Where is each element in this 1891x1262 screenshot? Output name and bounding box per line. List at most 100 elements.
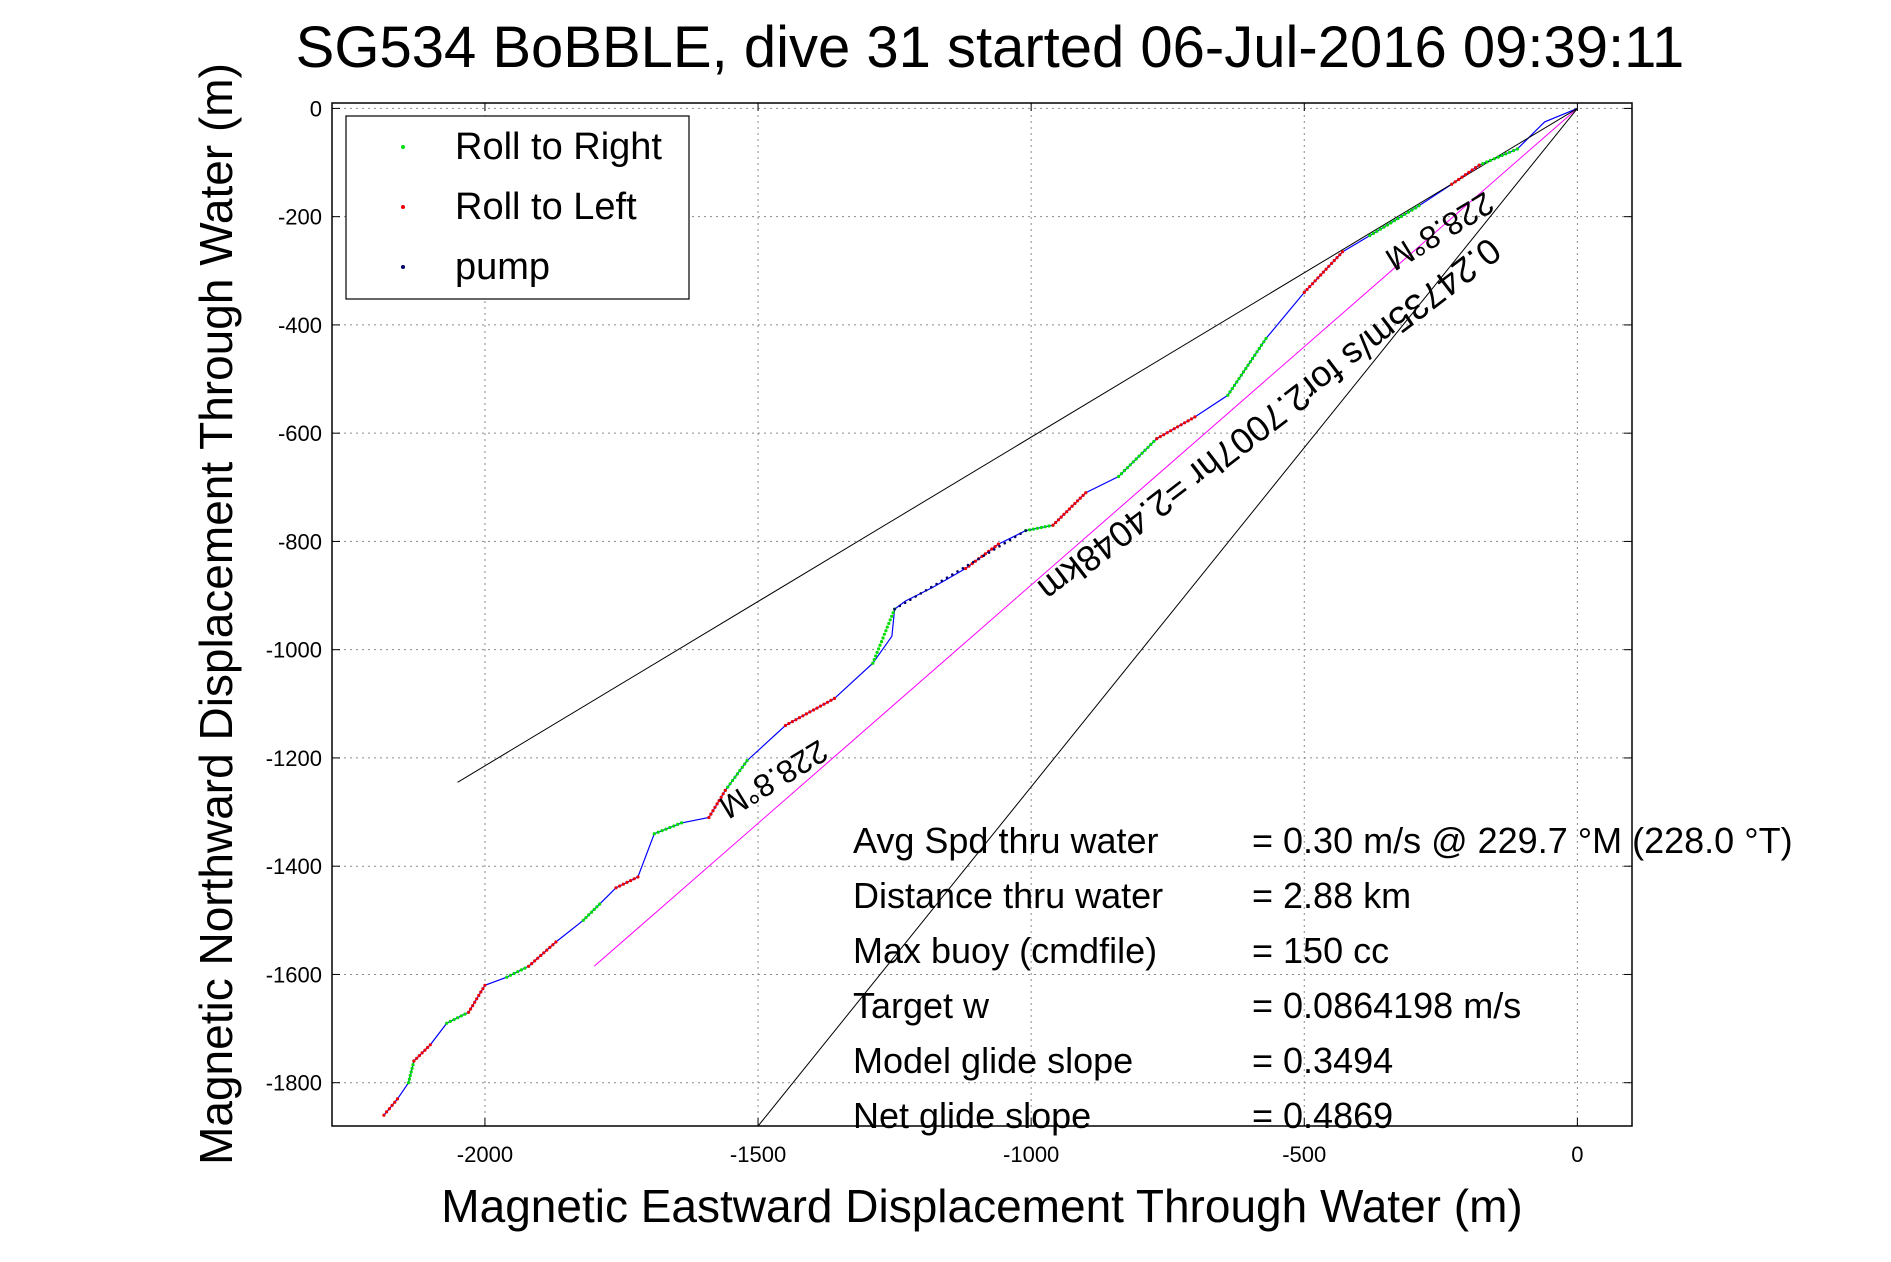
roll-left-marker (993, 545, 997, 549)
roll-left-marker (395, 1097, 400, 1101)
pump-marker (1008, 538, 1012, 542)
roll-left-marker (636, 875, 640, 879)
roll-left-marker (818, 704, 823, 708)
pump-marker (998, 545, 1001, 548)
legend-label: Roll to Left (455, 186, 637, 228)
stat-label: Model glide slope (853, 1040, 1133, 1081)
roll-right-marker (1511, 149, 1516, 153)
series-line-rhumb (593, 108, 1578, 967)
roll-left-marker (423, 1048, 427, 1052)
roll-left-marker (1065, 510, 1069, 514)
roll-right-marker (1122, 469, 1126, 473)
roll-right-marker (1235, 380, 1239, 384)
roll-left-marker (1162, 433, 1166, 437)
y-tick-label: -1200 (266, 746, 322, 771)
roll-left-marker (1158, 435, 1162, 439)
roll-right-marker (1125, 466, 1129, 470)
roll-left-marker (1324, 267, 1328, 271)
roll-right-marker (887, 621, 891, 626)
roll-right-marker (745, 759, 749, 763)
roll-right-marker (456, 1016, 460, 1020)
roll-left-marker (554, 940, 558, 944)
roll-left-marker (551, 943, 555, 947)
roll-left-marker (808, 710, 812, 714)
roll-right-marker (1246, 363, 1250, 367)
pump-marker (966, 563, 970, 567)
roll-left-marker (707, 815, 711, 820)
roll-left-marker (471, 1004, 475, 1008)
roll-right-marker (1237, 377, 1241, 381)
roll-right-marker (652, 832, 656, 836)
stat-label: Net glide slope (853, 1095, 1091, 1136)
roll-right-marker (1047, 524, 1051, 528)
y-tick-label: -800 (278, 529, 322, 554)
roll-right-marker (409, 1070, 413, 1074)
axis-ticks: -2000 -1500 -1000 -500 0 0 -200 -400 -600 -800 -10… (266, 96, 1632, 1167)
roll-right-marker (1152, 439, 1156, 444)
roll-right-marker (512, 971, 516, 976)
pump-marker (987, 551, 991, 554)
roll-left-marker (1477, 163, 1481, 167)
roll-left-marker (1165, 431, 1169, 435)
roll-right-marker (1043, 525, 1047, 529)
roll-right-marker (1137, 454, 1141, 458)
roll-right-marker (735, 772, 740, 776)
roll-left-marker (1319, 273, 1323, 277)
roll-left-marker (632, 877, 636, 881)
roll-right-marker (1039, 525, 1043, 530)
roll-right-marker (1241, 370, 1246, 374)
roll-right-marker (1255, 350, 1259, 354)
roll-left-marker (1335, 256, 1339, 260)
pump-marker (982, 554, 985, 557)
stat-label: Distance thru water (853, 875, 1163, 916)
roll-left-marker (1193, 415, 1197, 419)
roll-right-marker (656, 830, 660, 834)
legend-marker (401, 265, 405, 269)
roll-right-marker (743, 762, 747, 766)
roll-left-marker (1076, 499, 1080, 503)
roll-left-marker (542, 951, 546, 955)
roll-left-marker (475, 997, 479, 1001)
roll-left-marker (1054, 520, 1058, 525)
roll-left-marker (723, 788, 727, 793)
roll-right-marker (1140, 451, 1144, 455)
roll-right-marker (1371, 231, 1375, 236)
roll-right-marker (1134, 457, 1138, 461)
legend-label: Roll to Right (455, 126, 662, 168)
roll-left-marker (527, 964, 531, 968)
pump-marker (909, 598, 912, 601)
y-tick-label: -200 (278, 205, 322, 230)
pump-marker (956, 570, 959, 573)
roll-right-marker (882, 632, 887, 636)
rhumb-distance-label: 0.24735m/s for2.7007hr =2.4048km (1030, 230, 1508, 610)
pump-marker (977, 557, 980, 561)
roll-right-marker (884, 629, 888, 633)
roll-left-marker (1470, 168, 1474, 172)
roll-left-marker (1059, 515, 1063, 519)
roll-left-marker (794, 718, 798, 722)
roll-left-marker (483, 983, 487, 987)
x-tick-label: -1000 (1003, 1142, 1059, 1167)
roll-right-marker (1028, 528, 1032, 532)
roll-left-marker (1051, 523, 1055, 527)
roll-left-marker (477, 993, 481, 998)
roll-left-marker (481, 987, 485, 991)
roll-right-marker (1248, 360, 1252, 364)
roll-right-marker (505, 975, 509, 979)
y-tick-label: 0 (310, 96, 322, 121)
stat-label: Avg Spd thru water (853, 820, 1159, 861)
legend-marker (401, 145, 405, 149)
roll-right-marker (881, 636, 885, 640)
roll-left-marker (1308, 285, 1312, 289)
roll-right-marker (1378, 227, 1382, 231)
roll-left-marker (1460, 175, 1464, 179)
roll-right-marker (1508, 150, 1512, 154)
stat-value: = 0.0864198 m/s (1252, 985, 1521, 1026)
pump-marker (961, 567, 965, 570)
roll-right-marker (731, 778, 735, 783)
pump-marker (914, 595, 917, 598)
roll-left-marker (530, 962, 534, 966)
roll-right-marker (1146, 445, 1150, 449)
roll-left-marker (1062, 512, 1066, 517)
roll-left-marker (390, 1103, 394, 1107)
